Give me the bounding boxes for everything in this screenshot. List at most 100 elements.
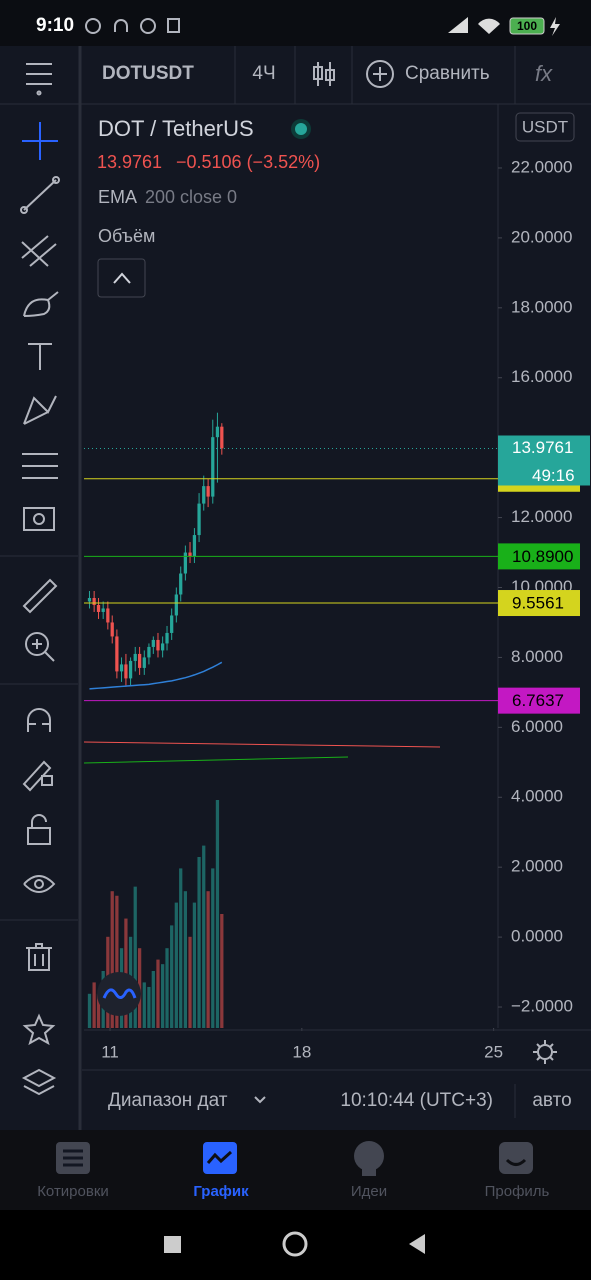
y-tick-label: 2.0000 (511, 857, 563, 876)
recents-button[interactable] (164, 1236, 181, 1253)
candle-body (206, 486, 210, 497)
y-tick-label: 20.0000 (511, 227, 572, 246)
clock-timezone[interactable]: 10:10:44 (UTC+3) (340, 1090, 493, 1111)
symbol[interactable]: DOTUSDT (102, 63, 194, 84)
level-label: 9.5561 (512, 594, 564, 613)
y-tick-label: 4.0000 (511, 787, 563, 806)
candle-body (92, 597, 96, 605)
indicators-button[interactable]: fx (535, 61, 553, 86)
tab-icon[interactable] (499, 1142, 533, 1174)
candle-body (101, 608, 105, 612)
level-label-box (498, 543, 580, 570)
y-tick-label: −2.0000 (511, 997, 573, 1016)
interval[interactable]: 4Ч (252, 63, 275, 84)
currency-box[interactable] (515, 112, 575, 142)
logo-mark (102, 988, 137, 999)
tab-icon[interactable] (354, 1141, 384, 1171)
last-price-label: 13.9761 (512, 438, 573, 457)
volume-bar (206, 891, 210, 1028)
dropdown-icon (254, 1096, 266, 1104)
wifi-icon (478, 18, 500, 34)
charging-icon (550, 17, 560, 36)
tab-label[interactable]: Профиль (485, 1183, 550, 1200)
collapse-button[interactable] (97, 258, 146, 298)
ema-line (89, 661, 223, 690)
candle-body (124, 664, 128, 679)
volume-bar (192, 902, 197, 1028)
candle-body (119, 664, 124, 672)
legend-change: −0.5106 (−3.52%) (176, 152, 320, 172)
candle-body (174, 594, 178, 616)
indicator-params: 200 close 0 (145, 187, 237, 207)
level-label-box (498, 590, 580, 617)
chart: 22.000020.000018.000016.000012.000010.00… (83, 104, 590, 1061)
tab-label[interactable]: Идеи (351, 1183, 387, 1200)
volume-bar (156, 959, 160, 1028)
y-tick-label: 12.0000 (511, 507, 572, 526)
candle-body (197, 503, 201, 536)
volume-bar (174, 902, 178, 1028)
y-tick-label: 18.0000 (511, 297, 572, 316)
candle-body (133, 653, 137, 661)
volume-bar (151, 971, 155, 1028)
candle-body (161, 643, 165, 651)
market-status-dot (295, 123, 307, 135)
more-tools[interactable] (21, 943, 57, 1096)
tab-label[interactable]: График (193, 1183, 249, 1200)
settings-button[interactable] (533, 1040, 557, 1064)
auto-scale[interactable]: авто (532, 1090, 571, 1111)
candle-body (215, 426, 220, 438)
logo[interactable] (97, 972, 141, 1016)
x-tick-label: 11 (101, 1042, 119, 1061)
x-tick-label: 25 (484, 1042, 503, 1061)
volume-bar (211, 868, 215, 1028)
candle-body (183, 552, 188, 574)
volume-bar (165, 948, 169, 1028)
indicator-name: EMA (98, 187, 137, 207)
candle-body (137, 653, 142, 668)
drawing-tools[interactable] (20, 122, 60, 662)
volume-bar (87, 993, 92, 1028)
battery-level: 100 (517, 19, 537, 33)
candle-body (211, 437, 215, 497)
chart-tools[interactable] (22, 708, 56, 893)
volume-bar (92, 982, 96, 1028)
tab-label[interactable]: Котировки (37, 1183, 109, 1200)
volume-bar (220, 914, 224, 1028)
system-nav (0, 1210, 591, 1280)
candle-body (170, 615, 174, 633)
level-label: 6.7637 (512, 691, 564, 710)
home-button[interactable] (282, 1231, 308, 1257)
signal-icon (448, 17, 468, 33)
y-tick-label: 0.0000 (511, 927, 563, 946)
back-button[interactable] (409, 1234, 425, 1254)
candle-body (156, 639, 160, 651)
volume-bar (197, 857, 201, 1028)
clock: 9:10 (36, 15, 74, 36)
chart-type-button[interactable] (313, 62, 335, 86)
tab-bar (0, 1130, 591, 1210)
countdown: 49:16 (532, 466, 575, 485)
compare[interactable]: Сравнить (405, 63, 490, 84)
x-tick-label: 18 (292, 1042, 311, 1061)
candle-body (142, 657, 146, 668)
candle-body (192, 535, 197, 557)
ema-line-long (83, 756, 349, 764)
candle-body (115, 636, 119, 672)
status-bar (0, 0, 591, 46)
menu-button[interactable] (26, 63, 52, 96)
date-range[interactable]: Диапазон дат (108, 1090, 228, 1111)
candle-body (87, 597, 92, 602)
currency[interactable]: USDT (522, 117, 568, 136)
compare-icon[interactable] (366, 60, 394, 88)
y-tick-label: 22.0000 (511, 157, 572, 176)
candle-body (106, 608, 110, 623)
tab-icon-smile (505, 1158, 527, 1166)
collapse-icon (113, 272, 131, 284)
battery (509, 17, 545, 35)
volume-bar (183, 891, 188, 1028)
tab-icon-line (206, 1150, 233, 1164)
